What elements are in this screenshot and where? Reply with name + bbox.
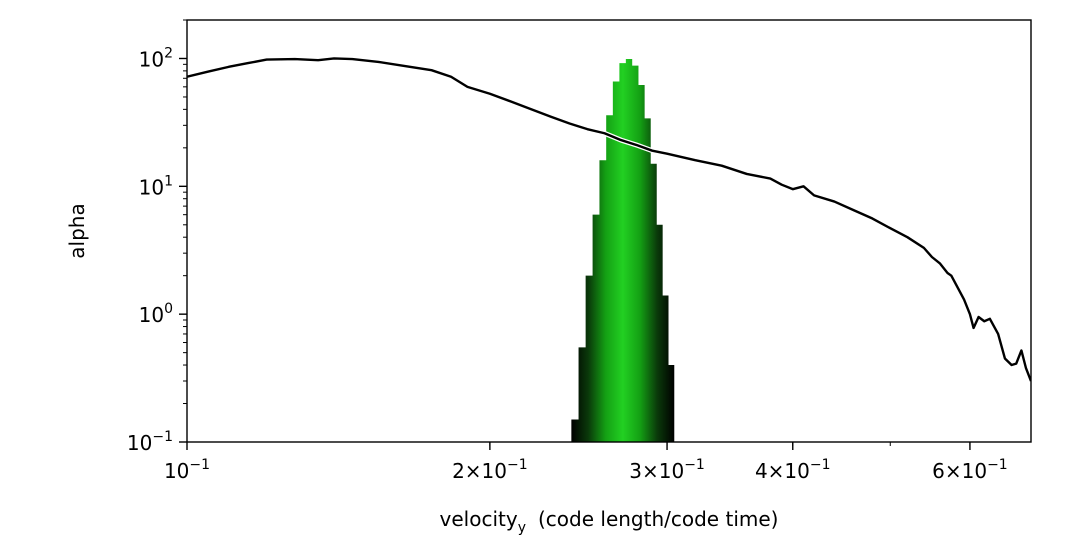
x-axis-label: velocityy (code length/code time)	[440, 507, 779, 536]
ticks-layer: 10−1 2×10−1 3×10−1 4×10−1 6×10−1 10−1 100 101 10…	[127, 19, 1008, 483]
histogram-bar	[651, 164, 657, 442]
y-tick-label: 100	[139, 301, 173, 327]
histogram-bar	[669, 365, 675, 442]
x-tick-label: 4×10−1	[755, 457, 831, 483]
histogram-area	[571, 59, 675, 442]
x-axis-label-units: (code length/code time)	[538, 507, 778, 531]
line-layer	[187, 55, 1031, 382]
x-axis-label-subscript: y	[518, 520, 526, 536]
histogram-bar	[586, 276, 593, 442]
y-tick-label: 10−1	[127, 429, 173, 455]
histogram-bar	[593, 215, 600, 442]
histogram-bar	[571, 419, 578, 442]
histogram-bar	[599, 160, 606, 442]
histogram-bar	[663, 295, 669, 442]
x-tick-label: 3×10−1	[629, 457, 705, 483]
histogram-bar	[626, 59, 632, 442]
histogram-bar	[657, 225, 663, 442]
plot-frame	[186, 19, 1032, 443]
y-tick-label: 102	[139, 45, 173, 71]
y-tick-label: 101	[139, 173, 173, 199]
x-tick-label: 10−1	[164, 457, 210, 483]
histogram-bar	[645, 118, 651, 442]
histogram-bar	[632, 66, 638, 442]
y-axis-label: alpha	[65, 203, 89, 258]
x-tick-label: 6×10−1	[932, 457, 1008, 483]
histogram-bar	[638, 85, 644, 442]
histogram-bar	[579, 347, 586, 442]
line-series	[187, 57, 1031, 382]
x-tick-label: 2×10−1	[452, 457, 528, 483]
histogram-layer	[571, 59, 675, 442]
histogram-bar	[606, 115, 613, 442]
histogram-bar	[619, 63, 625, 442]
